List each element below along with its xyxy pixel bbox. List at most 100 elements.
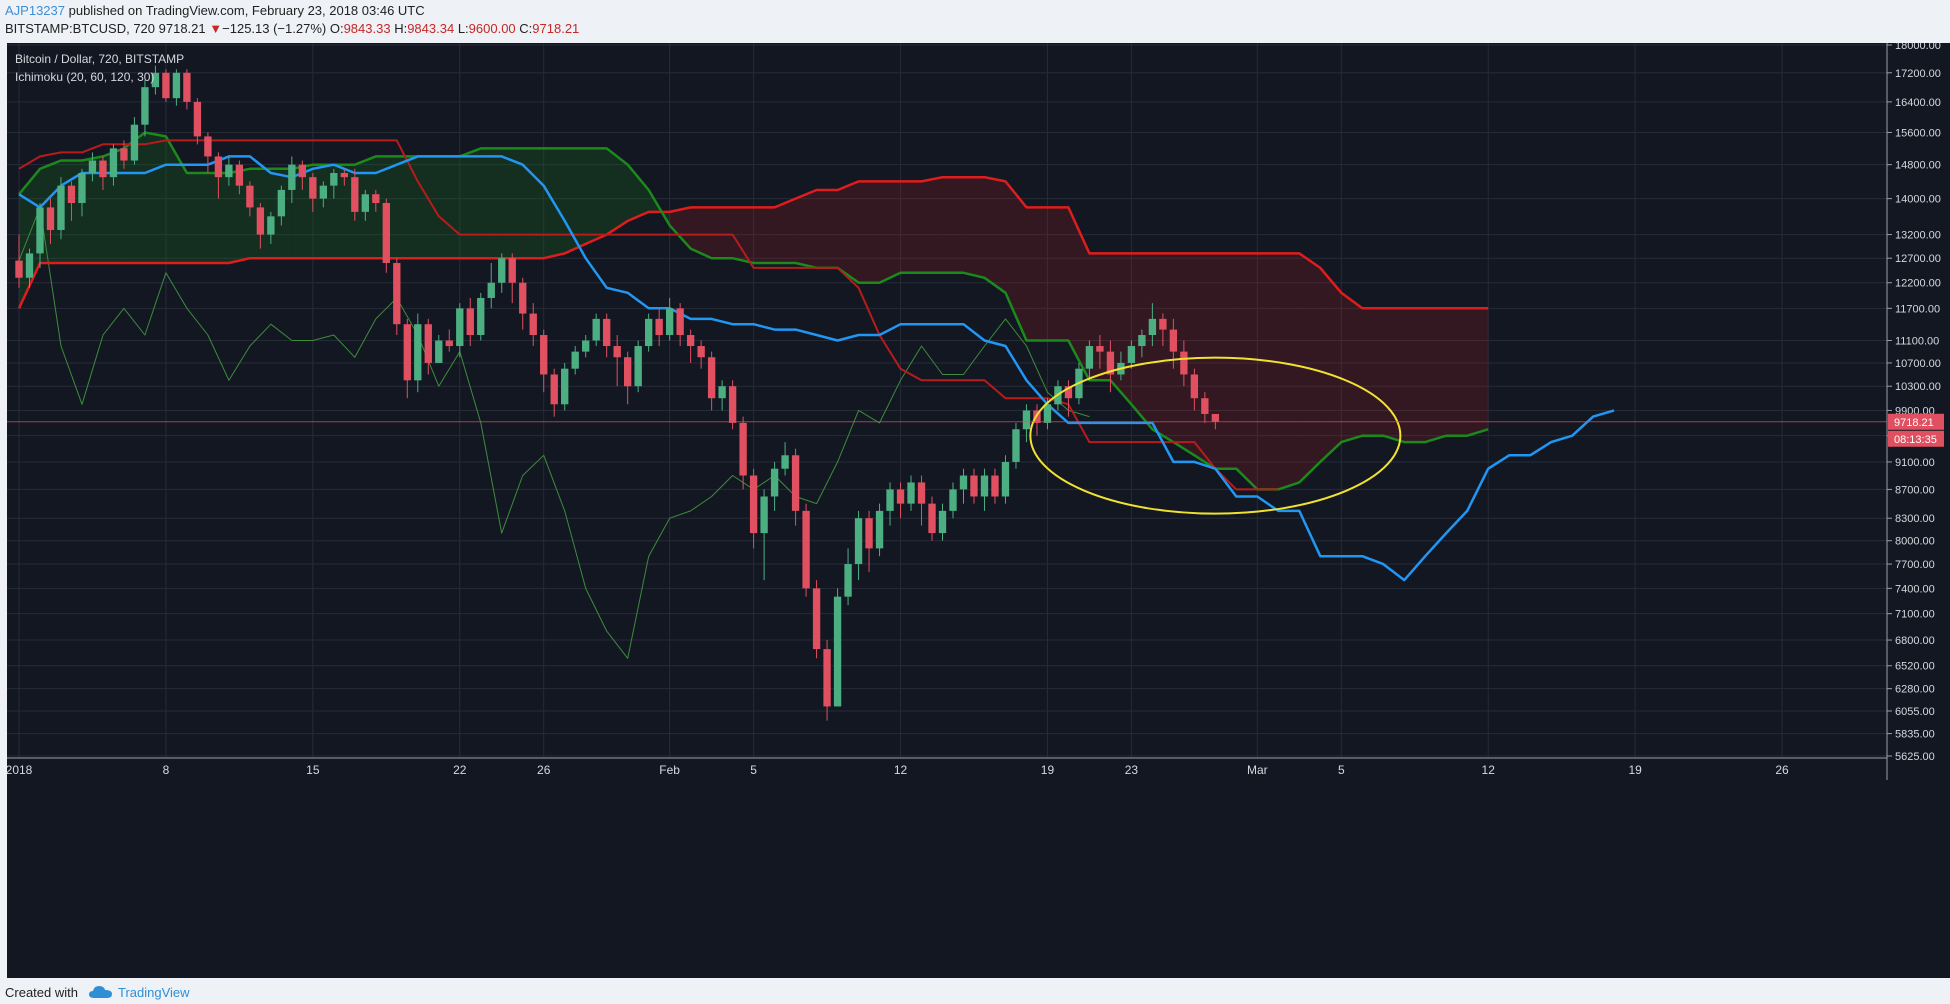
candle-body: [319, 185, 328, 199]
cloud-segment: [1362, 308, 1384, 436]
candle-body: [36, 207, 44, 254]
cloud-segment: [1068, 207, 1090, 381]
annotation-layer: [1029, 356, 1402, 515]
cloud-segment: [1278, 253, 1300, 490]
y-tick-label: 14800.00: [1895, 160, 1941, 172]
candle-body: [1064, 386, 1073, 399]
ticker-line: BITSTAMP:BTCUSD, 720 9718.21 ▼−125.13 (−…: [5, 21, 579, 36]
candle-body: [529, 313, 537, 336]
candle-body: [802, 510, 810, 589]
candle-body: [938, 510, 947, 534]
last-price-label: 9718.21: [1894, 417, 1934, 429]
candle-body: [540, 335, 548, 375]
tradingview-link[interactable]: TradingView: [118, 985, 190, 1000]
candle-body: [183, 72, 191, 102]
candle-body: [624, 357, 632, 387]
candle-body: [435, 340, 443, 363]
cloud-segment: [690, 207, 712, 259]
candle-body: [120, 148, 128, 161]
price-chart[interactable]: 18000.00 17200.00 16400.00 15600.00 14800.00…: [7, 43, 1950, 978]
y-tick-label: 6800.00: [1895, 635, 1935, 647]
cloud-segment: [396, 156, 418, 259]
y-tick-label: 10300.00: [1895, 381, 1941, 393]
cloud-segment: [291, 164, 313, 259]
candle-body: [634, 346, 642, 387]
candle-body: [1180, 351, 1188, 375]
chart-svg[interactable]: 18000.00 17200.00 16400.00 15600.00 14800.00…: [7, 43, 1950, 978]
candle-body: [844, 564, 852, 597]
lagging-span-line: [18, 206, 1090, 659]
low-label: L:: [457, 21, 469, 36]
cloud-segment: [921, 177, 943, 273]
cloud-segment: [438, 156, 460, 259]
candle-body: [991, 475, 999, 497]
candle-body: [1001, 461, 1010, 497]
candle-body: [1211, 413, 1220, 422]
candle-body: [603, 318, 611, 347]
candle-body: [382, 203, 390, 264]
close-value: 9718.21: [532, 21, 580, 36]
x-tick-label: 26: [1775, 763, 1789, 777]
candle-body: [770, 468, 779, 497]
candle-body: [1043, 404, 1052, 423]
candle-body: [823, 649, 831, 707]
footer: Created with TradingView: [5, 978, 1950, 1004]
y-tick-label: 10700.00: [1895, 358, 1941, 370]
cloud-segment: [186, 172, 208, 264]
candle-body: [445, 340, 453, 347]
candle-body: [644, 318, 653, 347]
candle-body: [875, 510, 884, 549]
y-tick-label: 8700.00: [1895, 484, 1935, 496]
y-tick-label: 6055.00: [1895, 706, 1935, 718]
cloud-segment: [1089, 253, 1111, 381]
cloud-segment: [165, 136, 187, 264]
y-tick-label: 8000.00: [1895, 536, 1935, 548]
candle-body: [686, 335, 695, 347]
candle-body: [1022, 410, 1031, 430]
y-tick-label: 6280.00: [1895, 684, 1935, 696]
cloud-segment: [711, 207, 733, 259]
candle-body: [959, 475, 968, 490]
cloud-segment: [816, 189, 838, 268]
candle-body: [372, 194, 380, 204]
cloud-segment: [984, 177, 1006, 293]
candle-body: [896, 489, 905, 504]
candle-body: [330, 172, 338, 186]
candle-body: [15, 260, 23, 278]
last-price: 9718.21: [158, 21, 206, 36]
cloud-segment: [1047, 207, 1069, 341]
cloud-segment: [522, 148, 544, 259]
y-tick-label: 9100.00: [1895, 457, 1935, 469]
x-tick-label: 26: [537, 763, 551, 777]
candle-body: [739, 422, 747, 476]
candle-body: [130, 124, 139, 161]
candle-body: [949, 489, 957, 511]
candle-body: [917, 482, 926, 504]
cloud-segment: [795, 189, 817, 268]
grid-layer: [7, 43, 1887, 758]
cloud-segment: [417, 156, 439, 259]
cloud-segment: [1320, 267, 1342, 462]
candle-body: [456, 308, 464, 347]
candle-body: [487, 282, 495, 298]
cloud-segment: [228, 168, 250, 264]
cloud-segment: [480, 148, 502, 259]
cloud-segment: [963, 177, 985, 278]
high-label: H:: [394, 21, 408, 36]
cloud-segment: [1005, 181, 1027, 341]
y-tick-label: 12700.00: [1895, 253, 1941, 265]
cloud-segment: [1404, 308, 1426, 443]
candle-body: [613, 346, 621, 358]
author-link[interactable]: AJP13237: [5, 3, 65, 18]
cloud-segment: [459, 148, 481, 259]
tradingview-cloud-icon: [89, 986, 112, 998]
candle-body: [665, 308, 674, 336]
axes-layer: 18000.00 17200.00 16400.00 15600.00 14800.00…: [7, 43, 1944, 780]
candle-body: [749, 475, 758, 534]
candle-body: [812, 588, 821, 650]
candle-body: [141, 87, 149, 125]
candle-body: [1127, 346, 1136, 363]
y-tick-label: 7100.00: [1895, 609, 1935, 621]
candle-body: [1159, 318, 1167, 330]
cloud-segment: [669, 207, 691, 249]
